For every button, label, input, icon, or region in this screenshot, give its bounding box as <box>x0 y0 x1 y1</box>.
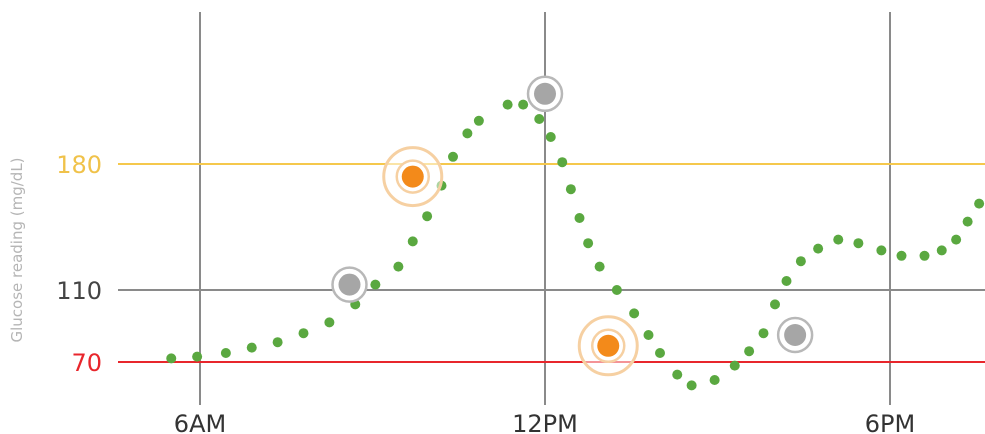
gray-marker-2 <box>534 82 556 105</box>
reading-dot-0-2 <box>220 348 231 358</box>
orange-marker-1 <box>401 165 424 188</box>
reading-dot-0-11 <box>422 211 433 222</box>
gray-marker-4 <box>784 324 807 346</box>
reading-dot-0-6 <box>324 317 335 328</box>
reading-dot-0-14 <box>462 128 473 139</box>
reading-dot-0-4 <box>272 337 283 348</box>
reading-dot-0-5 <box>298 328 309 339</box>
reading-dot-0-1 <box>192 351 203 362</box>
reading-dot-0-30 <box>686 380 697 391</box>
reading-dot-0-41 <box>876 245 887 256</box>
reading-dot-0-0 <box>166 353 177 364</box>
reading-dot-0-42 <box>896 250 907 261</box>
reading-dot-0-20 <box>557 157 568 168</box>
gray-marker-0 <box>338 273 361 296</box>
reading-dot-0-24 <box>594 261 605 272</box>
reading-dot-0-10 <box>407 236 418 247</box>
y-axis-label: Glucose reading (mg/dL) <box>8 157 26 342</box>
reading-dot-0-31 <box>709 375 720 385</box>
reading-dot-0-17 <box>518 99 529 110</box>
reading-dot-0-18 <box>534 114 545 124</box>
reading-dot-0-27 <box>643 330 654 340</box>
x-tick-label-12PM: 12PM <box>512 410 578 434</box>
reading-dot-0-26 <box>629 308 640 319</box>
reading-dot-0-9 <box>393 261 404 272</box>
threshold-lines <box>118 163 985 363</box>
reading-dot-0-13 <box>448 151 458 162</box>
event-markers <box>331 75 814 377</box>
reading-dot-0-46 <box>962 216 973 227</box>
reading-dot-0-15 <box>473 115 484 126</box>
y-tick-label-110: 110 <box>56 277 102 305</box>
reading-dot-0-44 <box>936 245 947 256</box>
reading-dot-0-19 <box>545 132 556 142</box>
reading-dot-0-39 <box>833 234 844 245</box>
reading-dot-0-38 <box>813 243 824 254</box>
y-tick-label-70: 70 <box>71 349 102 377</box>
reading-dot-0-37 <box>795 256 806 267</box>
reading-dot-0-35 <box>770 299 780 310</box>
reading-dot-0-28 <box>655 348 665 358</box>
reading-dot-0-36 <box>781 276 792 286</box>
orange-marker-3 <box>597 334 620 357</box>
reading-dot-0-34 <box>758 328 769 339</box>
reading-dot-0-32 <box>729 360 740 371</box>
reading-dot-0-40 <box>853 238 864 249</box>
reading-dot-0-16 <box>502 99 513 110</box>
reading-dot-0-8 <box>370 279 381 290</box>
reading-dots <box>166 99 985 391</box>
x-tick-label-6PM: 6PM <box>865 410 915 434</box>
reading-dot-0-25 <box>611 285 622 295</box>
x-tick-label-6AM: 6AM <box>174 410 226 434</box>
y-tick-label-180: 180 <box>56 151 102 179</box>
reading-dot-0-47 <box>974 198 985 209</box>
reading-dot-0-22 <box>574 213 585 223</box>
reading-dot-0-33 <box>744 346 755 357</box>
x-axis-tick-labels: 6AM 12PM 6PM <box>174 410 915 434</box>
reading-dot-0-3 <box>246 342 257 353</box>
reading-dot-0-21 <box>565 184 576 195</box>
reading-dot-0-45 <box>951 234 962 245</box>
reading-dot-0-43 <box>919 250 930 261</box>
reading-dot-0-29 <box>672 369 683 380</box>
reading-dot-0-23 <box>583 238 594 249</box>
y-axis-tick-labels: 70 110 180 <box>56 151 102 377</box>
